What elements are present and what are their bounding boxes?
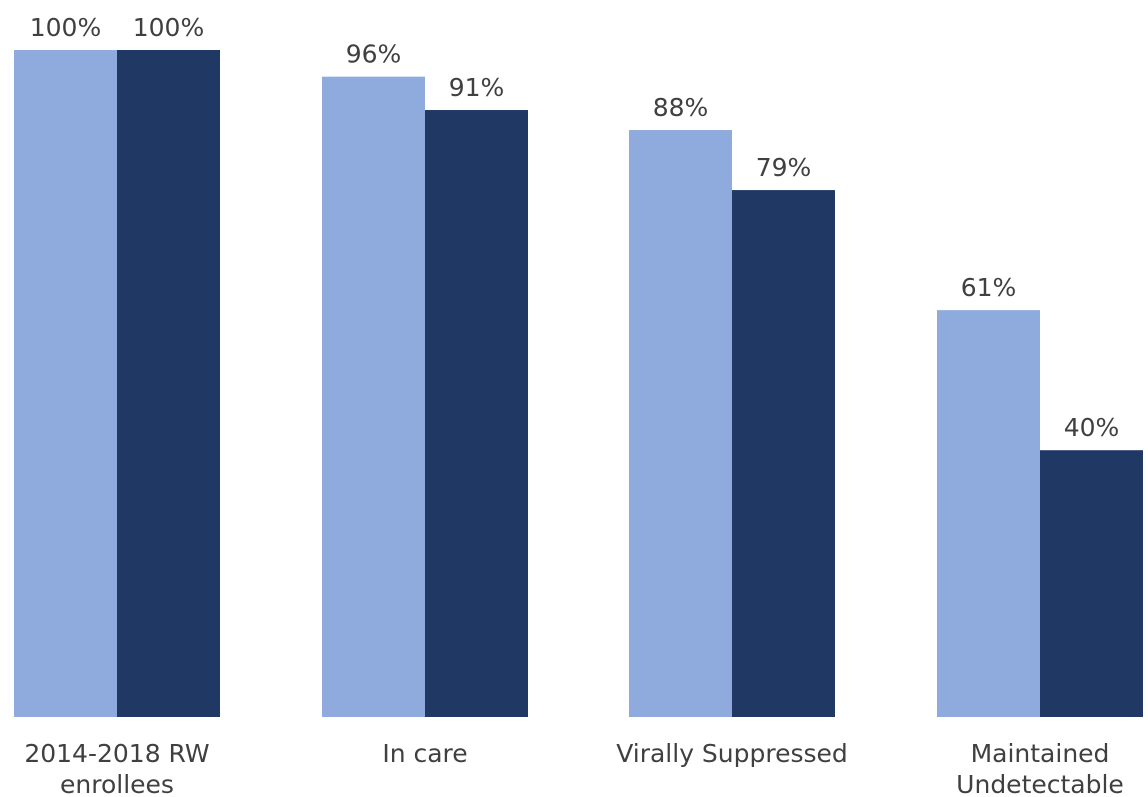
bars-group	[14, 50, 1143, 718]
category-label-3: Virally Suppressed	[616, 739, 848, 768]
data-label-s2-c4: 40%	[1064, 413, 1120, 442]
bar-s1-c2	[322, 76, 425, 718]
data-label-s2-c3: 79%	[756, 153, 812, 182]
category-label-1: 2014-2018 RW enrollees	[24, 739, 209, 797]
data-label-s1-c3: 88%	[653, 93, 709, 122]
data-label-s1-c2: 96%	[346, 40, 402, 69]
category-label-line: Maintained	[971, 739, 1110, 768]
bar-s2-c2	[425, 110, 528, 717]
data-label-s2-c1: 100%	[133, 13, 204, 42]
category-labels-group: 2014-2018 RW enrollees In care Virally Supp…	[24, 739, 1123, 797]
category-label-line: 2014-2018 RW	[24, 739, 209, 768]
bar-s1-c3	[629, 130, 732, 718]
bar-s2-c3	[732, 190, 835, 717]
category-label-4: Maintained Undetectable	[956, 739, 1124, 797]
category-label-line: Undetectable	[956, 770, 1124, 797]
bar-s1-c1	[14, 50, 117, 717]
category-label-line: Virally Suppressed	[616, 739, 848, 768]
category-label-line: In care	[382, 739, 467, 768]
data-label-s1-c1: 100%	[30, 13, 101, 42]
category-label-2: In care	[382, 739, 467, 768]
data-label-s2-c2: 91%	[449, 73, 505, 102]
bar-s2-c4	[1040, 450, 1143, 717]
bar-s2-c1	[117, 50, 220, 717]
data-label-s1-c4: 61%	[961, 273, 1017, 302]
bar-s1-c4	[937, 310, 1040, 717]
value-labels-group: 100% 100% 96% 91% 88% 79% 61% 40%	[30, 13, 1120, 442]
category-label-line: enrollees	[60, 770, 174, 797]
